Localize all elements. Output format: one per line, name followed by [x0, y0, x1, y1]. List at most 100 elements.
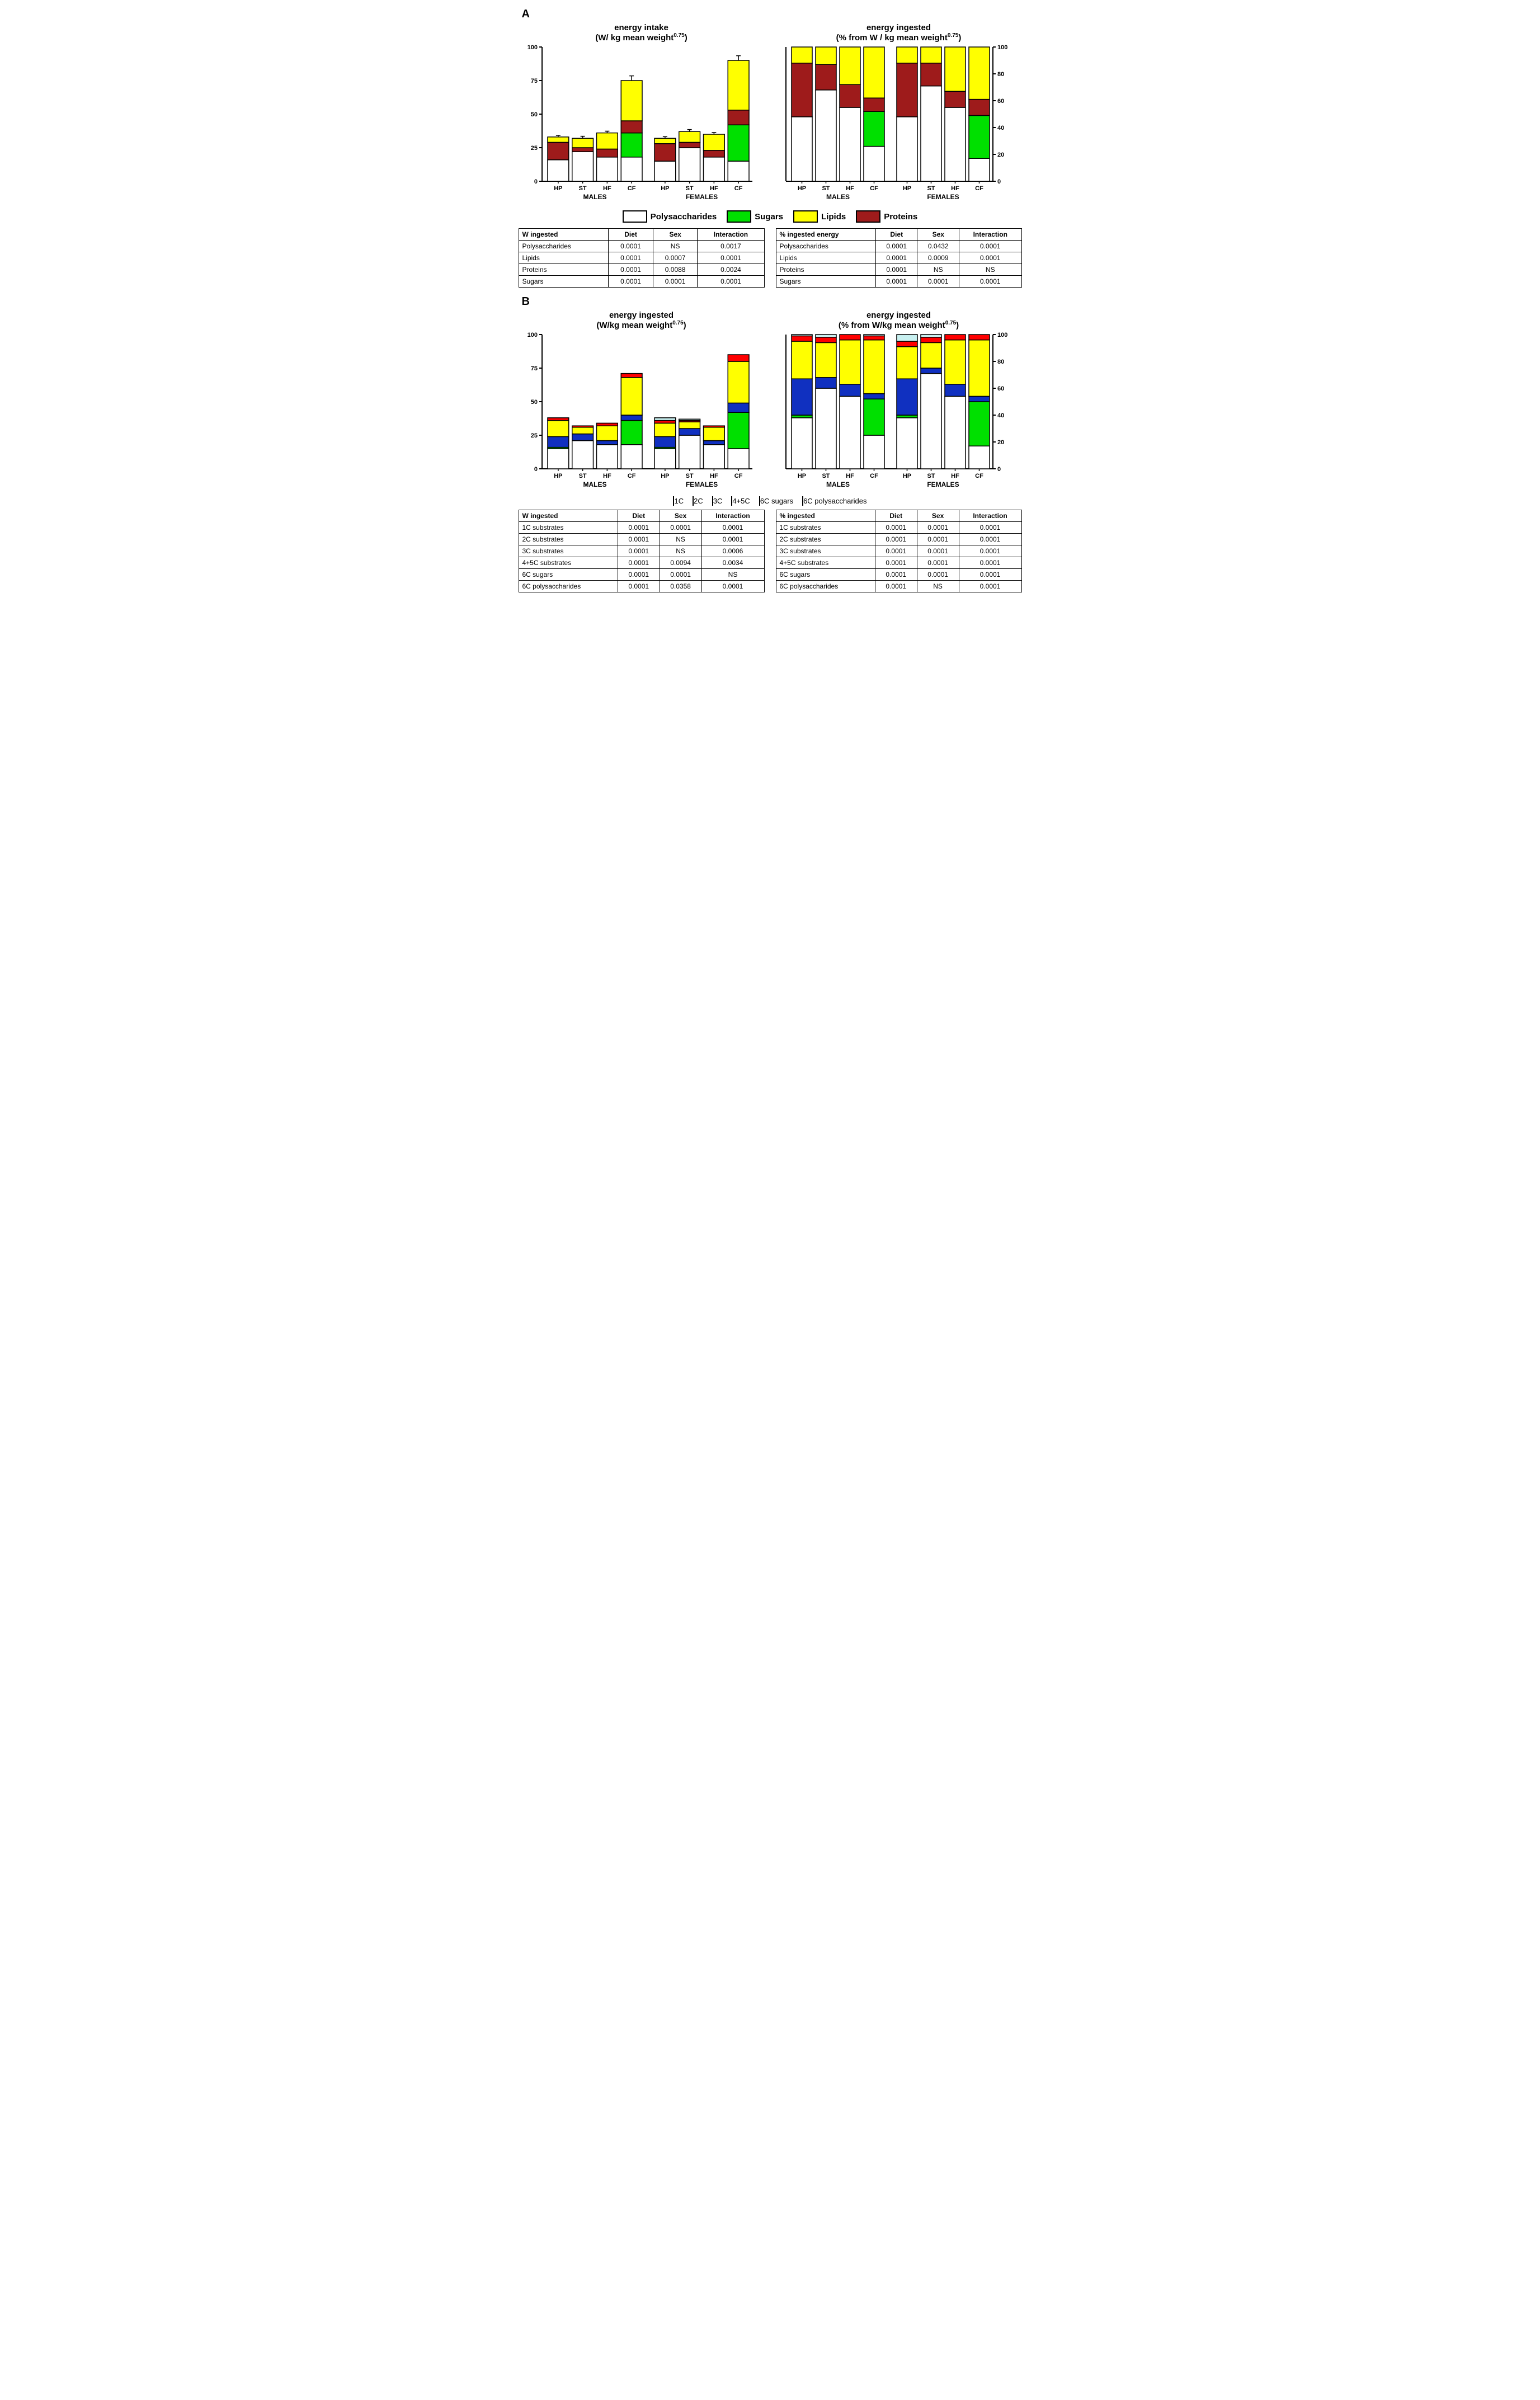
svg-text:HP: HP	[902, 473, 911, 479]
table-row: Lipids0.00010.00090.0001	[776, 252, 1021, 264]
table-header-cell: Diet	[875, 510, 917, 522]
table-cell: 0.0001	[618, 581, 660, 592]
legend-item: 1C	[673, 497, 684, 505]
table-cell: 4+5C substrates	[519, 557, 618, 569]
table-cell: 0.0001	[875, 534, 917, 545]
table-row: 4+5C substrates0.00010.00010.0001	[776, 557, 1021, 569]
table-cell: 0.0001	[875, 522, 917, 534]
table-cell: 0.0001	[959, 534, 1021, 545]
table-b-left: W ingestedDietSexInteraction1C substrate…	[519, 510, 765, 592]
table-cell: 0.0001	[917, 557, 959, 569]
svg-text:80: 80	[997, 71, 1004, 78]
table-header-cell: % ingested energy	[776, 229, 875, 241]
svg-text:50: 50	[530, 399, 537, 406]
table-cell: 1C substrates	[519, 522, 618, 534]
table-cell: Lipids	[776, 252, 875, 264]
legend-item: Lipids	[793, 210, 846, 223]
table-cell: 0.0001	[875, 545, 917, 557]
table-cell: Lipids	[519, 252, 609, 264]
chart-b-right-svg: 020406080100HPSTHFCFMALESHPSTHFCFFEMALES	[776, 331, 1016, 493]
svg-text:MALES: MALES	[826, 481, 850, 488]
table-header-cell: Interaction	[959, 229, 1022, 241]
table-cell: 2C substrates	[776, 534, 875, 545]
legend-label: 6C polysaccharides	[803, 497, 866, 505]
svg-text:100: 100	[527, 332, 537, 338]
svg-text:MALES: MALES	[826, 193, 850, 201]
table-cell: 0.0001	[959, 569, 1021, 581]
legend-item: Polysaccharides	[623, 210, 717, 223]
table-a-right: % ingested energyDietSexInteractionPolys…	[776, 228, 1022, 288]
table-header-cell: Interaction	[959, 510, 1021, 522]
table-cell: 0.0007	[653, 252, 698, 264]
table-cell: NS	[653, 241, 698, 252]
table-cell: 0.0006	[701, 545, 764, 557]
table-cell: Polysaccharides	[519, 241, 609, 252]
table-row: 2C substrates0.00010.00010.0001	[776, 534, 1021, 545]
table-cell: NS	[917, 581, 959, 592]
svg-text:MALES: MALES	[583, 193, 606, 201]
svg-text:HF: HF	[710, 185, 718, 192]
svg-text:CF: CF	[870, 185, 878, 192]
svg-text:50: 50	[530, 111, 537, 118]
table-cell: 0.0001	[959, 545, 1021, 557]
table-header-cell: Sex	[660, 510, 701, 522]
table-cell: 0.0001	[618, 557, 660, 569]
table-cell: Polysaccharides	[776, 241, 875, 252]
table-cell: 0.0088	[653, 264, 698, 276]
svg-text:CF: CF	[975, 473, 983, 479]
table-header-cell: Interaction	[701, 510, 764, 522]
table-cell: 6C sugars	[776, 569, 875, 581]
legend-label: 3C	[713, 497, 723, 505]
table-b-right: % ingestedDietSexInteraction1C substrate…	[776, 510, 1022, 592]
table-cell: 0.0001	[917, 534, 959, 545]
svg-text:HP: HP	[554, 185, 562, 192]
svg-text:HF: HF	[603, 185, 611, 192]
legend-label: 4+5C	[732, 497, 750, 505]
chart-a-left-svg: 0255075100HPSTHFCFMALESHPSTHFCFFEMALES	[519, 44, 759, 206]
table-row: Sugars0.00010.00010.0001	[519, 276, 764, 288]
svg-text:FEMALES: FEMALES	[685, 193, 717, 201]
table-cell: Proteins	[519, 264, 609, 276]
table-cell: 0.0001	[618, 569, 660, 581]
table-cell: 0.0001	[875, 581, 917, 592]
svg-text:40: 40	[997, 125, 1004, 131]
svg-text:HF: HF	[710, 473, 718, 479]
table-cell: NS	[917, 264, 959, 276]
svg-text:25: 25	[530, 145, 537, 152]
table-cell: 0.0009	[917, 252, 959, 264]
legend-label: Polysaccharides	[651, 212, 717, 222]
table-row: 1C substrates0.00010.00010.0001	[776, 522, 1021, 534]
table-cell: 0.0001	[875, 264, 917, 276]
svg-text:ST: ST	[822, 473, 830, 479]
legend-item: 2C	[693, 497, 703, 505]
svg-text:HP: HP	[661, 185, 669, 192]
table-header-cell: Sex	[917, 510, 959, 522]
svg-text:75: 75	[530, 365, 537, 372]
table-cell: 0.0001	[959, 522, 1021, 534]
chart-b-left: energy ingested (W/kg mean weight0.75) 0…	[519, 308, 765, 493]
legend-item: Proteins	[856, 210, 917, 223]
table-header-cell: W ingested	[519, 229, 609, 241]
table-cell: 0.0001	[875, 252, 917, 264]
svg-text:HF: HF	[951, 185, 959, 192]
svg-text:ST: ST	[578, 473, 586, 479]
table-cell: NS	[660, 534, 701, 545]
table-cell: 1C substrates	[776, 522, 875, 534]
chart-a-left-title: energy intake (W/ kg mean weight0.75)	[519, 23, 765, 43]
svg-text:100: 100	[527, 44, 537, 51]
panel-a-charts: energy intake (W/ kg mean weight0.75) 02…	[519, 21, 1022, 206]
table-cell: Proteins	[776, 264, 875, 276]
table-cell: 0.0001	[917, 276, 959, 288]
table-cell: 0.0358	[660, 581, 701, 592]
table-cell: 0.0001	[959, 581, 1021, 592]
table-row: 6C polysaccharides0.0001NS0.0001	[776, 581, 1021, 592]
svg-text:60: 60	[997, 98, 1004, 105]
legend-swatch	[793, 210, 818, 223]
chart-a-right-svg: 020406080100HPSTHFCFMALESHPSTHFCFFEMALES	[776, 44, 1016, 206]
svg-text:80: 80	[997, 359, 1004, 365]
table-row: 3C substrates0.00010.00010.0001	[776, 545, 1021, 557]
svg-text:75: 75	[530, 78, 537, 84]
table-cell: 0.0001	[618, 534, 660, 545]
table-row: 3C substrates0.0001NS0.0006	[519, 545, 764, 557]
table-cell: 3C substrates	[776, 545, 875, 557]
